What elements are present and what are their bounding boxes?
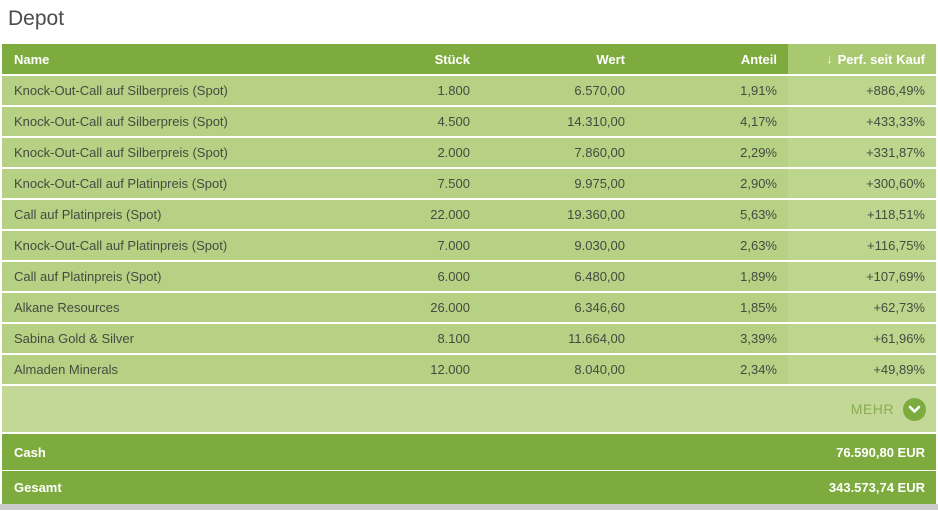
cell-perf-seit-kauf: +433,33%: [788, 107, 936, 136]
cell-stueck: 22.000: [430, 207, 470, 222]
cell-perf-seit-kauf: +886,49%: [788, 76, 936, 105]
depot-table: Name Stück Wert Anteil ↓ Perf. seit Kauf…: [2, 44, 936, 504]
column-header-wert[interactable]: Wert: [596, 51, 625, 67]
table-body: Knock-Out-Call auf Silberpreis (Spot) 1.…: [2, 76, 936, 384]
cell-wert: 14.310,00: [567, 114, 625, 129]
cell-wert: 9.030,00: [574, 238, 625, 253]
cash-label: Cash: [14, 444, 46, 460]
cell-wert: 6.570,00: [574, 83, 625, 98]
cell-wert: 6.480,00: [574, 269, 625, 284]
cell-name: Call auf Platinpreis (Spot): [14, 269, 162, 284]
gesamt-value: 343.573,74 EUR: [828, 480, 925, 495]
cell-perf-seit-kauf: +49,89%: [788, 355, 936, 384]
cell-wert: 8.040,00: [574, 362, 625, 377]
table-row[interactable]: Call auf Platinpreis (Spot) 6.000 6.480,…: [2, 262, 936, 291]
expand-more-button[interactable]: [903, 397, 926, 421]
table-header-row: Name Stück Wert Anteil ↓ Perf. seit Kauf: [2, 44, 936, 74]
cell-anteil: 4,17%: [740, 114, 777, 129]
cell-perf-seit-kauf: +300,60%: [788, 169, 936, 198]
table-row[interactable]: Almaden Minerals 12.000 8.040,00 2,34% +…: [2, 355, 936, 384]
table-row[interactable]: Call auf Platinpreis (Spot) 22.000 19.36…: [2, 200, 936, 229]
chevron-down-icon: [908, 405, 921, 414]
table-row[interactable]: Knock-Out-Call auf Silberpreis (Spot) 2.…: [2, 138, 936, 167]
summary-row-cash: Cash 76.590,80 EUR: [2, 434, 936, 470]
table-row[interactable]: Alkane Resources 26.000 6.346,60 1,85% +…: [2, 293, 936, 322]
cell-stueck: 8.100: [437, 331, 470, 346]
cell-perf-seit-kauf: +118,51%: [788, 200, 936, 229]
column-header-name[interactable]: Name: [14, 51, 50, 67]
cell-anteil: 3,39%: [740, 331, 777, 346]
cell-anteil: 2,29%: [740, 145, 777, 160]
cell-stueck: 4.500: [437, 114, 470, 129]
cell-name: Knock-Out-Call auf Platinpreis (Spot): [14, 238, 228, 253]
cell-name: Call auf Platinpreis (Spot): [14, 207, 162, 222]
column-header-perf-label: Perf. seit Kauf: [837, 51, 925, 67]
cell-perf-seit-kauf: +116,75%: [788, 231, 936, 260]
table-row[interactable]: Knock-Out-Call auf Silberpreis (Spot) 4.…: [2, 107, 936, 136]
cell-stueck: 6.000: [437, 269, 470, 284]
table-row[interactable]: Knock-Out-Call auf Silberpreis (Spot) 1.…: [2, 76, 936, 105]
cell-name: Alkane Resources: [14, 300, 120, 315]
cell-name: Knock-Out-Call auf Silberpreis (Spot): [14, 145, 228, 160]
cell-anteil: 1,85%: [740, 300, 777, 315]
cell-name: Sabina Gold & Silver: [14, 331, 134, 346]
page-title: Depot: [8, 7, 65, 30]
column-header-anteil[interactable]: Anteil: [740, 51, 777, 67]
cell-stueck: 7.500: [437, 176, 470, 191]
cell-name: Knock-Out-Call auf Silberpreis (Spot): [14, 83, 228, 98]
cell-wert: 11.664,00: [568, 331, 625, 346]
table-row[interactable]: Knock-Out-Call auf Platinpreis (Spot) 7.…: [2, 169, 936, 198]
table-row[interactable]: Knock-Out-Call auf Platinpreis (Spot) 7.…: [2, 231, 936, 260]
cell-wert: 7.860,00: [574, 145, 625, 160]
cell-anteil: 2,90%: [740, 176, 777, 191]
cell-stueck: 2.000: [437, 145, 470, 160]
cell-perf-seit-kauf: +62,73%: [788, 293, 936, 322]
column-header-stueck[interactable]: Stück: [434, 51, 470, 67]
cell-wert: 9.975,00: [574, 176, 625, 191]
gesamt-label: Gesamt: [14, 480, 62, 495]
more-label[interactable]: MEHR: [850, 401, 894, 417]
cash-value: 76.590,80 EUR: [836, 444, 925, 460]
cell-anteil: 5,63%: [740, 207, 777, 222]
cell-stueck: 26.000: [430, 300, 470, 315]
cell-name: Knock-Out-Call auf Platinpreis (Spot): [14, 176, 228, 191]
cell-name: Knock-Out-Call auf Silberpreis (Spot): [14, 114, 228, 129]
cell-anteil: 2,63%: [740, 238, 777, 253]
cell-anteil: 2,34%: [740, 362, 777, 377]
cell-anteil: 1,91%: [740, 83, 777, 98]
cell-name: Almaden Minerals: [14, 362, 119, 377]
column-header-perf-seit-kauf[interactable]: ↓ Perf. seit Kauf: [788, 44, 936, 74]
cell-anteil: 1,89%: [740, 269, 777, 284]
cell-wert: 6.346,60: [574, 300, 625, 315]
summary-row-gesamt: Gesamt 343.573,74 EUR: [2, 471, 936, 504]
table-row[interactable]: Sabina Gold & Silver 8.100 11.664,00 3,3…: [2, 324, 936, 353]
cell-stueck: 12.000: [430, 362, 470, 377]
sort-descending-icon: ↓: [826, 52, 833, 66]
page-bottom-edge: [0, 504, 938, 510]
cell-perf-seit-kauf: +107,69%: [788, 262, 936, 291]
cell-wert: 19.360,00: [567, 207, 625, 222]
cell-stueck: 7.000: [437, 238, 470, 253]
cell-perf-seit-kauf: +331,87%: [788, 138, 936, 167]
cell-stueck: 1.800: [437, 83, 470, 98]
more-row: MEHR: [2, 386, 936, 432]
cell-perf-seit-kauf: +61,96%: [788, 324, 936, 353]
